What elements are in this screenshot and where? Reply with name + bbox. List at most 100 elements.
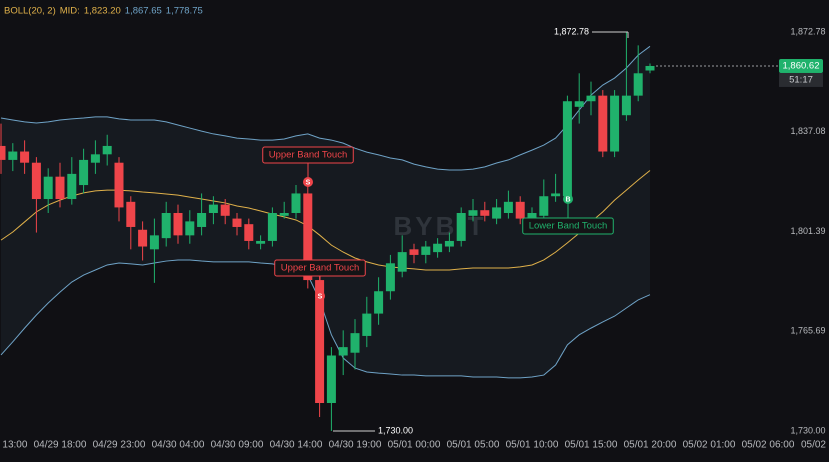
x-tick-label: 04/30 04:00 [152,440,205,451]
annotation-marker-text: S [318,293,323,300]
y-tick-label: 1,872.78 [790,26,825,36]
candle-body [621,95,631,116]
candle-body [350,333,360,353]
candle-body [79,159,89,186]
candle-body [43,176,53,200]
candle-body [338,347,348,356]
annotation-marker-text: S [306,179,311,186]
candle-body [421,246,431,255]
candle-body [220,204,230,216]
candle-body [562,101,572,197]
candle-body [0,145,6,160]
x-tick-label: 05/01 00:00 [388,440,441,451]
band-upper [0,45,651,171]
candle-body [8,151,18,160]
candle-body [397,252,407,272]
x-tick-label: 05/01 15:00 [565,440,618,451]
candle-body [279,212,289,216]
x-tick-label: 04/30 19:00 [329,440,382,451]
candle-body [610,95,620,152]
candle-body [291,193,301,213]
x-tick-label: 05/01 05:00 [447,440,500,451]
low-marker-label: 1,730.00 [378,425,413,435]
high-marker-label: 1,872.78 [554,26,589,36]
y-tick-label: 1,801.39 [790,226,825,236]
x-tick-label: 04/29 18:00 [34,440,87,451]
y-tick-label: 1,765.69 [790,326,825,336]
candle-body [20,151,30,163]
x-tick-label: 05/02 01:00 [683,440,736,451]
band-mid [0,170,651,271]
candle-body [55,176,65,200]
candle-body [173,212,183,236]
x-tick-label: 05/01 10:00 [506,440,559,451]
candle-body [256,240,266,244]
candle-body [303,193,313,281]
candle-body [551,193,561,197]
legend-reading: 1,778.75 [166,6,203,17]
candle-body [503,201,513,213]
last-price-label: 1,860.62 [783,60,820,71]
y-tick-label: 1,837.08 [790,126,825,136]
candle-body [645,65,655,71]
candle-body [598,95,608,152]
x-tick-label: 05/02 06:00 [742,440,795,451]
candle-body [492,207,502,219]
annotation-marker [563,194,573,204]
candle-body [527,212,537,219]
countdown-tag [779,72,823,87]
legend-mid-prefix: MID: [60,6,80,17]
candle-body [232,218,242,227]
candle-body [90,154,100,163]
band-fill [1,46,650,378]
annotation-marker [303,177,313,187]
candle-body [197,212,207,227]
x-tick-label: 04/30 09:00 [211,440,264,451]
annotation-marker-text: B [565,196,570,203]
candle-body [468,210,478,216]
candle-body [149,235,159,250]
candle-body [31,162,41,200]
annotation-text: Upper Band Touch [281,263,360,274]
candle-body [385,263,395,292]
candle-body [315,280,325,404]
candle-body [444,240,454,247]
candle-body [244,224,254,241]
candle-body [586,95,596,102]
legend-title: BOLL(20, 2) [4,6,56,17]
x-tick-label: 04/29 23:00 [93,440,146,451]
candle-body [208,204,218,213]
candle-body [267,212,277,241]
x-tick-label: 04/30 14:00 [270,440,323,451]
candle-body [138,229,148,247]
candle-body [480,210,490,216]
last-price-tag [779,58,823,73]
candle-body [326,355,336,404]
candle-body [102,145,112,155]
candle-body [67,173,77,200]
candle-body [409,249,419,255]
candle-body [362,313,372,336]
candle-body [433,243,443,253]
countdown: 51:17 [789,74,813,85]
annotation-marker [315,291,325,301]
candle-body [161,212,171,239]
candle-body [539,196,549,216]
candle-body [374,291,384,314]
candle-body [574,101,584,107]
annotation-text: Upper Band Touch [269,150,348,161]
watermark: BYBIT [394,211,487,241]
candle-body [633,73,643,96]
band-lower [0,259,651,379]
x-tick-label: 04/29 13:00 [0,440,28,451]
candle-body [114,162,124,208]
candle-body [456,212,466,241]
legend-reading: 1,867.65 [125,6,162,17]
candle-body [515,201,525,219]
x-tick-label: 05/02 11:00 [801,440,829,451]
candle-body [185,221,195,236]
y-tick-label: 1,730.00 [790,425,825,435]
x-tick-label: 05/01 20:00 [624,440,677,451]
candle-body [126,201,136,227]
